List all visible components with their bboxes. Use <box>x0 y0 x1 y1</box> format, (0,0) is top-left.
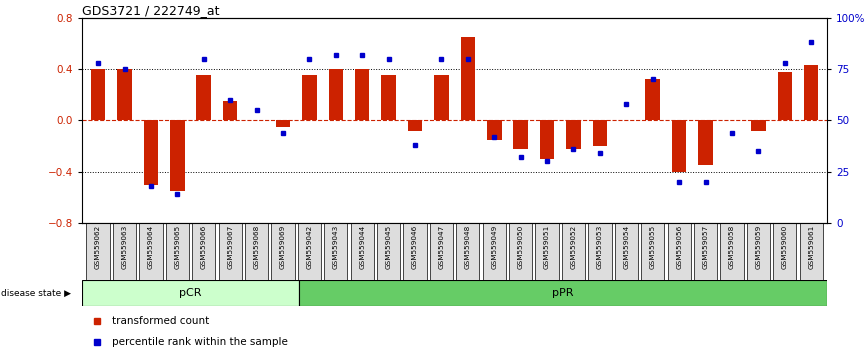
Text: GSM559051: GSM559051 <box>544 225 550 269</box>
Bar <box>430 223 453 280</box>
Text: GDS3721 / 222749_at: GDS3721 / 222749_at <box>82 4 220 17</box>
Text: pPR: pPR <box>553 288 573 298</box>
Bar <box>170 120 184 191</box>
Bar <box>592 120 607 146</box>
Bar <box>223 101 237 120</box>
Bar <box>197 75 211 120</box>
Text: GSM559056: GSM559056 <box>676 225 682 269</box>
Bar <box>144 120 158 184</box>
Bar <box>117 69 132 120</box>
Text: transformed count: transformed count <box>112 316 210 326</box>
Text: GSM559059: GSM559059 <box>755 225 761 269</box>
Bar <box>487 120 501 139</box>
Bar <box>355 69 370 120</box>
Bar <box>566 120 581 149</box>
Bar <box>615 223 638 280</box>
Bar <box>668 223 691 280</box>
Text: pCR: pCR <box>179 288 202 298</box>
Bar <box>91 69 106 120</box>
Bar <box>535 223 559 280</box>
Bar <box>721 223 744 280</box>
Text: GSM559065: GSM559065 <box>174 225 180 269</box>
Text: GSM559063: GSM559063 <box>121 225 127 269</box>
Text: percentile rank within the sample: percentile rank within the sample <box>112 337 288 348</box>
Bar <box>562 223 585 280</box>
Bar <box>540 120 554 159</box>
Text: GSM559066: GSM559066 <box>201 225 207 269</box>
Bar <box>773 223 797 280</box>
Bar <box>381 75 396 120</box>
Bar <box>588 223 611 280</box>
Bar <box>139 223 163 280</box>
Text: GSM559062: GSM559062 <box>95 225 101 269</box>
Text: GSM559048: GSM559048 <box>465 225 471 269</box>
Bar <box>514 120 528 149</box>
Bar <box>694 223 717 280</box>
Bar <box>408 120 423 131</box>
Bar <box>404 223 427 280</box>
Bar <box>245 223 268 280</box>
Bar <box>778 72 792 120</box>
Text: GSM559055: GSM559055 <box>650 225 656 269</box>
Text: GSM559064: GSM559064 <box>148 225 154 269</box>
Text: GSM559050: GSM559050 <box>518 225 524 269</box>
Bar <box>275 120 290 127</box>
Text: GSM559046: GSM559046 <box>412 225 418 269</box>
Bar <box>509 223 533 280</box>
Text: GSM559069: GSM559069 <box>280 225 286 269</box>
Bar <box>377 223 400 280</box>
Text: GSM559047: GSM559047 <box>438 225 444 269</box>
Text: GSM559061: GSM559061 <box>808 225 814 269</box>
Text: GSM559054: GSM559054 <box>624 225 630 269</box>
Bar <box>434 75 449 120</box>
Bar <box>165 223 189 280</box>
Bar <box>298 223 321 280</box>
Text: GSM559049: GSM559049 <box>491 225 497 269</box>
Text: GSM559053: GSM559053 <box>597 225 603 269</box>
Text: GSM559042: GSM559042 <box>307 225 313 269</box>
Text: GSM559058: GSM559058 <box>729 225 735 269</box>
Text: GSM559052: GSM559052 <box>571 225 577 269</box>
Bar <box>746 223 770 280</box>
Bar <box>804 65 818 120</box>
Bar <box>456 223 480 280</box>
Bar <box>698 120 713 165</box>
Bar <box>641 223 664 280</box>
Text: GSM559044: GSM559044 <box>359 225 365 269</box>
Bar <box>113 223 136 280</box>
Text: GSM559067: GSM559067 <box>227 225 233 269</box>
Text: GSM559060: GSM559060 <box>782 225 788 269</box>
Bar <box>192 223 216 280</box>
Bar <box>218 223 242 280</box>
Text: GSM559068: GSM559068 <box>254 225 260 269</box>
Bar <box>482 223 506 280</box>
Bar <box>461 37 475 120</box>
Bar <box>645 79 660 120</box>
Text: GSM559043: GSM559043 <box>333 225 339 269</box>
Bar <box>271 223 294 280</box>
Bar <box>351 223 374 280</box>
Bar <box>328 69 343 120</box>
Bar <box>672 120 687 172</box>
Bar <box>751 120 766 131</box>
Text: GSM559045: GSM559045 <box>385 225 391 269</box>
Bar <box>87 223 110 280</box>
Bar <box>82 280 299 306</box>
Bar <box>799 223 823 280</box>
Bar <box>324 223 347 280</box>
Text: disease state ▶: disease state ▶ <box>1 289 71 298</box>
Bar <box>302 75 317 120</box>
Bar <box>299 280 827 306</box>
Text: GSM559057: GSM559057 <box>702 225 708 269</box>
